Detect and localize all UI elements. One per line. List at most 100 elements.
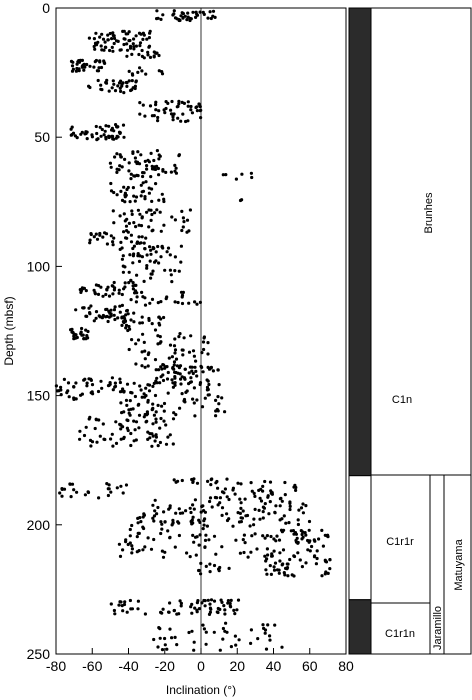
data-point [226, 601, 230, 605]
data-point [86, 329, 90, 334]
data-point [155, 9, 159, 13]
data-point [119, 423, 123, 427]
data-point [255, 547, 259, 551]
data-point [144, 180, 148, 184]
data-point [202, 347, 206, 352]
data-point [136, 254, 140, 258]
data-point [265, 534, 269, 538]
data-point [208, 602, 212, 606]
data-point [292, 554, 297, 559]
data-point [129, 233, 133, 237]
data-point [128, 38, 132, 43]
data-point [157, 261, 161, 265]
data-point [83, 493, 87, 497]
data-point [192, 386, 196, 390]
y-tick-label: 200 [27, 517, 51, 533]
data-point [300, 565, 304, 569]
data-point [211, 14, 215, 18]
data-point [206, 598, 210, 602]
data-point [198, 533, 202, 537]
data-point [111, 444, 115, 448]
data-point [134, 342, 138, 346]
data-point [296, 540, 300, 545]
data-point [154, 435, 158, 439]
data-point [179, 244, 183, 248]
data-point [294, 532, 298, 536]
data-point [151, 245, 155, 250]
data-point [132, 419, 136, 423]
data-point [92, 319, 96, 323]
data-point [269, 534, 273, 539]
data-point [142, 392, 146, 396]
data-point [174, 166, 178, 170]
data-point [209, 366, 213, 370]
data-point [155, 17, 159, 21]
data-point [119, 484, 123, 488]
data-point [273, 511, 277, 515]
data-point [149, 248, 153, 252]
data-point [141, 171, 145, 175]
data-point [194, 15, 198, 19]
data-point [266, 495, 270, 499]
data-point [122, 212, 126, 216]
data-point [154, 433, 158, 437]
data-point [140, 48, 144, 53]
data-point [173, 376, 177, 380]
data-point [103, 40, 107, 44]
data-point [97, 284, 101, 288]
data-point [89, 232, 93, 237]
data-point [194, 359, 198, 363]
data-point [100, 386, 104, 390]
data-point [308, 549, 312, 553]
data-point [128, 527, 132, 532]
data-point [134, 362, 138, 366]
data-point [153, 439, 157, 443]
data-point [235, 608, 239, 612]
data-point [161, 378, 166, 383]
data-point [234, 177, 238, 181]
data-point [150, 322, 154, 326]
data-point [202, 523, 206, 527]
data-point [85, 334, 89, 338]
data-point [140, 235, 144, 239]
data-point [263, 628, 268, 632]
data-point [225, 477, 229, 481]
data-point [130, 338, 134, 342]
data-point [129, 431, 133, 436]
data-point [120, 604, 124, 608]
data-point [177, 153, 181, 157]
data-point [131, 246, 135, 251]
data-point [146, 398, 150, 403]
data-point [227, 517, 231, 521]
data-point [113, 612, 117, 616]
data-point [145, 264, 149, 268]
data-point [156, 645, 160, 649]
data-point [169, 273, 173, 277]
data-point [137, 235, 141, 239]
data-point [157, 198, 161, 202]
data-point [201, 340, 206, 344]
data-point [225, 495, 229, 499]
data-point [205, 524, 209, 528]
data-point [150, 199, 154, 203]
data-point [127, 169, 131, 173]
data-point [296, 551, 300, 555]
data-point [118, 600, 122, 604]
data-point [134, 195, 139, 199]
data-point [107, 483, 111, 487]
data-point [225, 512, 229, 516]
data-point [116, 316, 120, 320]
data-point [159, 317, 163, 321]
data-point [203, 396, 207, 400]
data-point [188, 506, 192, 510]
data-point [127, 324, 131, 329]
data-point [133, 156, 137, 160]
chron-label-c1r1n: C1r1n [385, 628, 415, 640]
data-point [149, 276, 153, 280]
data-point [158, 636, 162, 640]
data-point [182, 220, 186, 224]
data-point [112, 221, 116, 225]
data-point [83, 377, 87, 381]
data-point [94, 43, 99, 47]
data-point [195, 601, 199, 605]
